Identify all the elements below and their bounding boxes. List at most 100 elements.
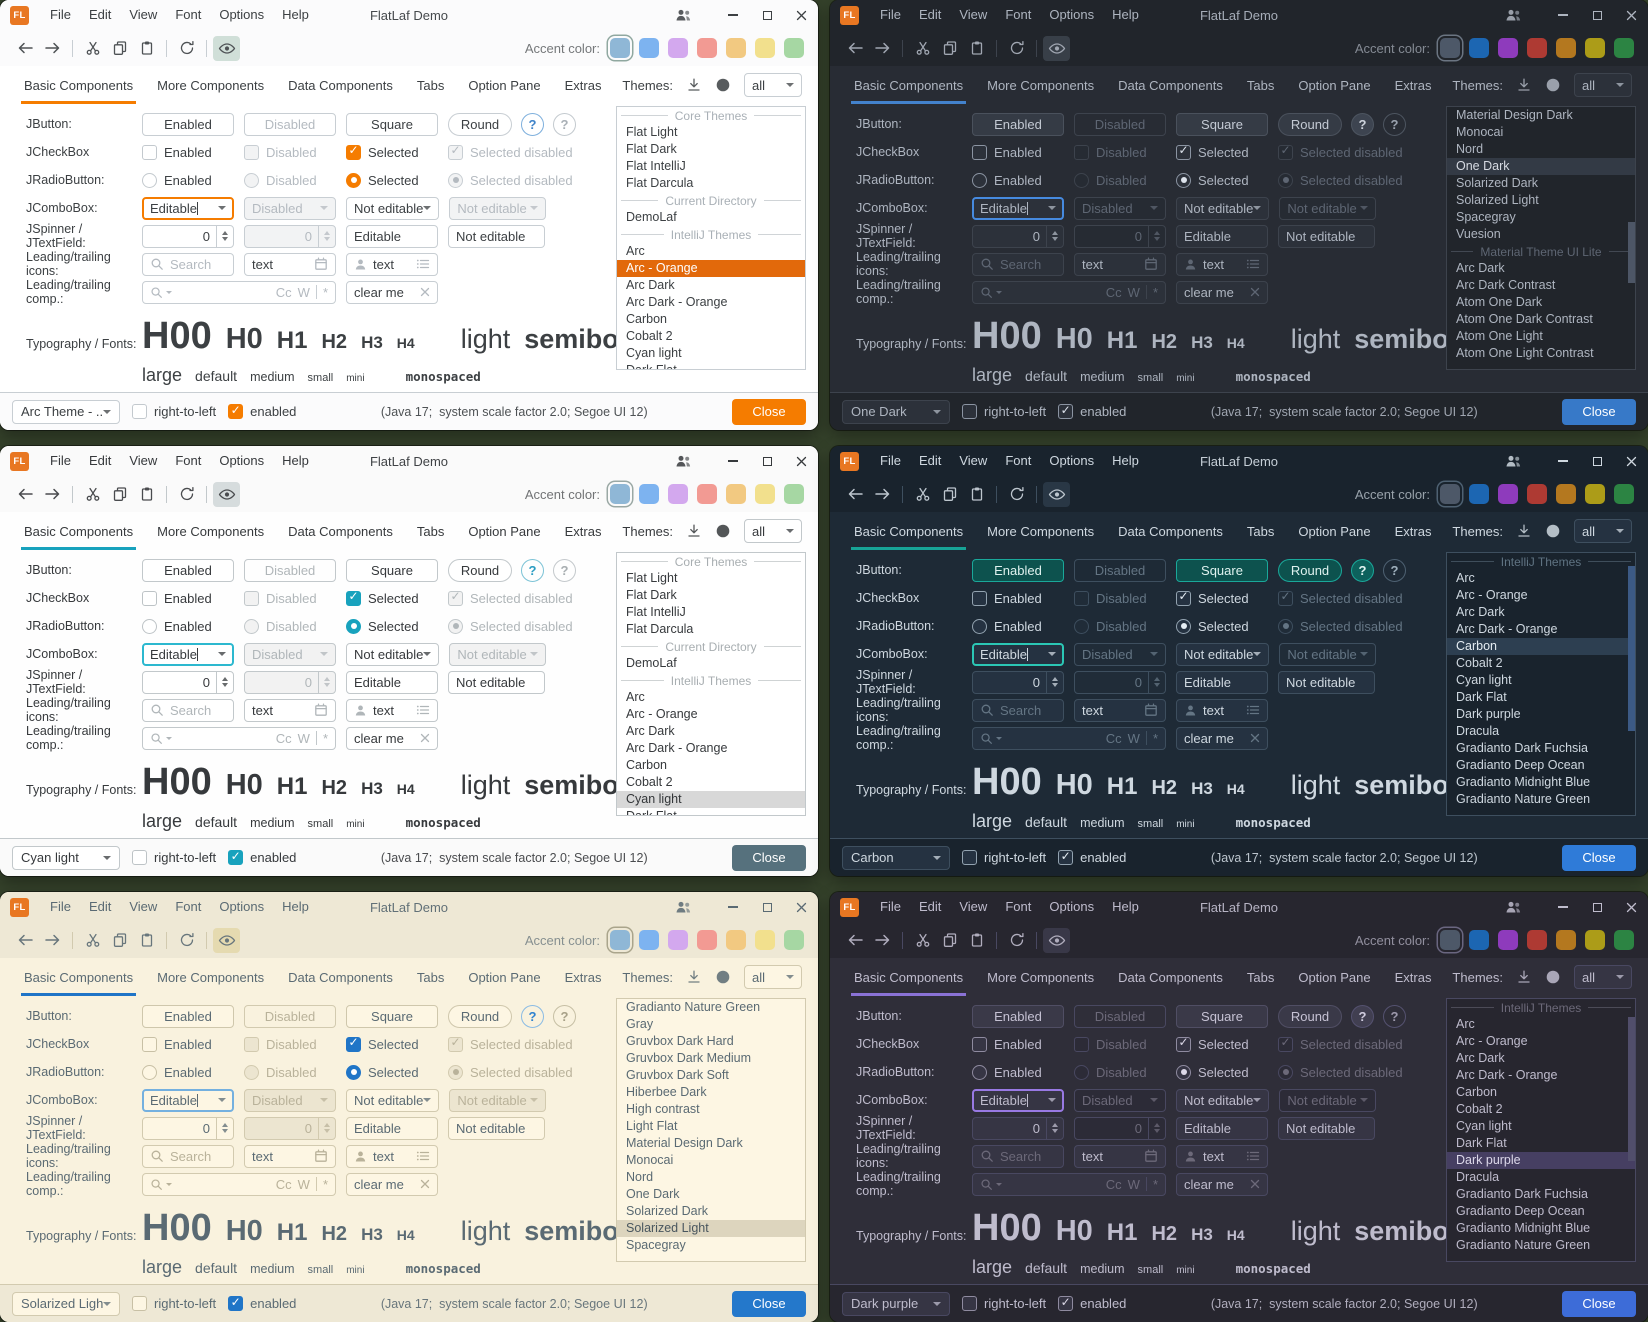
theme-list-item[interactable]: Light Flat — [626, 1119, 678, 1133]
theme-list-item[interactable]: Monocai — [626, 1153, 674, 1167]
date-input[interactable]: text — [1074, 252, 1166, 276]
tab-tabs[interactable]: Tabs — [1246, 523, 1275, 539]
titlebar[interactable]: FL File Edit View Font Options Help Flat… — [830, 0, 1648, 30]
theme-list-item[interactable]: Arc Dark - Orange — [626, 295, 728, 309]
clearable-input[interactable]: clear me — [346, 1172, 438, 1196]
match-case-button[interactable]: Cc — [1105, 1176, 1122, 1192]
accent-swatch-5[interactable] — [1556, 38, 1576, 58]
accent-swatch-5[interactable] — [726, 930, 746, 950]
clearable-input[interactable]: clear me — [1176, 726, 1268, 750]
theme-list-item[interactable]: Arc - Orange — [1456, 1034, 1528, 1048]
tab-basic-components[interactable]: Basic Components — [12, 67, 145, 104]
theme-list-item[interactable]: Dracula — [1456, 1170, 1500, 1184]
paste-button[interactable] — [963, 482, 990, 507]
match-case-button[interactable]: Cc — [275, 284, 292, 300]
theme-list-item[interactable]: Arc - Orange — [626, 707, 698, 721]
theme-list-item[interactable]: Atom One Light — [1456, 329, 1543, 343]
enabled-checkbox[interactable]: enabled — [1058, 403, 1126, 419]
theme-list-item[interactable]: Arc Dark — [1456, 1051, 1505, 1065]
theme-list-item[interactable]: Cyan light — [617, 791, 805, 808]
titlebar[interactable]: FL File Edit View Font Options Help Flat… — [0, 446, 818, 476]
user-input[interactable]: text — [346, 698, 438, 722]
menu-view[interactable]: View — [959, 453, 988, 468]
accent-swatch-1[interactable] — [1440, 930, 1460, 950]
show-hidden-toggle[interactable] — [1043, 35, 1070, 61]
spinner[interactable]: 0 — [972, 670, 1064, 694]
accent-swatch-6[interactable] — [755, 38, 775, 58]
regex-button[interactable]: * — [1152, 730, 1158, 746]
theme-list-item[interactable]: Gray — [626, 1017, 654, 1031]
match-case-button[interactable]: Cc — [275, 730, 292, 746]
maximize-button[interactable] — [750, 446, 784, 476]
theme-list-item[interactable]: Dracula — [1456, 724, 1500, 738]
checkbox-enabled[interactable] — [972, 590, 987, 606]
theme-list-item[interactable]: Nord — [1456, 142, 1484, 156]
search-with-options-input[interactable]: Cc W * — [972, 1172, 1166, 1196]
theme-list-item[interactable]: Atom One Dark Contrast — [1456, 312, 1593, 326]
tab-data-components[interactable]: Data Components — [288, 969, 393, 985]
square-button[interactable]: Square — [1176, 1004, 1268, 1028]
menu-file[interactable]: File — [880, 899, 901, 914]
theme-list-item[interactable]: One Dark — [1447, 158, 1635, 175]
users-icon[interactable] — [1505, 900, 1522, 914]
textfield-not-editable[interactable]: Not editable — [448, 1116, 545, 1140]
theme-list-item[interactable]: Flat Dark — [626, 588, 677, 602]
search-icon[interactable] — [150, 1178, 163, 1191]
menu-options[interactable]: Options — [1049, 453, 1095, 468]
textfield-editable[interactable]: Editable — [1176, 1116, 1268, 1140]
menu-font[interactable]: Font — [175, 453, 202, 468]
cut-button[interactable] — [909, 928, 936, 953]
refresh-button[interactable] — [173, 482, 200, 507]
date-input[interactable]: text — [244, 252, 336, 276]
theme-list-item[interactable]: Spacegray — [1456, 210, 1516, 224]
clearable-input[interactable]: clear me — [346, 280, 438, 304]
tab-tabs[interactable]: Tabs — [416, 77, 445, 93]
theme-list-item[interactable]: Carbon — [626, 758, 667, 772]
radio-enabled[interactable] — [142, 618, 157, 634]
search-with-options-input[interactable]: Cc W * — [142, 726, 336, 750]
menu-view[interactable]: View — [129, 7, 158, 22]
themes-list[interactable]: Material Design Dark Monocai Nord One Dark S… — [1446, 106, 1636, 370]
back-button[interactable] — [12, 482, 39, 507]
theme-list-item[interactable]: DemoLaf — [626, 210, 677, 224]
menu-file[interactable]: File — [50, 7, 71, 22]
maximize-button[interactable] — [750, 0, 784, 30]
whole-words-button[interactable]: W — [297, 284, 310, 300]
search-input[interactable]: Search — [142, 252, 234, 276]
regex-button[interactable]: * — [322, 284, 328, 300]
github-icon[interactable] — [715, 77, 731, 93]
show-hidden-toggle[interactable] — [213, 35, 240, 61]
tab-more-components[interactable]: More Components — [157, 77, 265, 93]
checkbox-enabled[interactable] — [142, 144, 157, 160]
enabled-button[interactable]: Enabled — [142, 112, 234, 136]
checkbox[interactable] — [132, 850, 147, 865]
themes-list[interactable]: Core Themes Flat Light Flat Dark Flat Intel… — [616, 106, 806, 370]
theme-list-item[interactable]: Flat IntelliJ — [626, 605, 686, 619]
menu-font[interactable]: Font — [1005, 453, 1032, 468]
checkbox[interactable] — [132, 404, 147, 419]
themes-list[interactable]: IntelliJ Themes Arc Arc - Orange Arc Dark Ar… — [1446, 552, 1636, 816]
regex-button[interactable]: * — [1152, 284, 1158, 300]
theme-list-item[interactable]: Solarized Dark — [1456, 176, 1538, 190]
github-icon[interactable] — [1545, 523, 1561, 539]
close-button[interactable]: Close — [732, 1290, 806, 1317]
scrollbar-thumb[interactable] — [1628, 1017, 1635, 1162]
spinner-arrows[interactable] — [216, 225, 233, 247]
show-hidden-toggle[interactable] — [213, 927, 240, 953]
minimize-button[interactable] — [1546, 0, 1580, 30]
right-to-left-checkbox[interactable]: right-to-left — [962, 850, 1046, 865]
tab-data-components[interactable]: Data Components — [1118, 523, 1223, 539]
back-button[interactable] — [12, 928, 39, 953]
accent-swatch-7[interactable] — [784, 38, 804, 58]
paste-button[interactable] — [133, 36, 160, 61]
accent-swatch-2[interactable] — [639, 484, 659, 504]
tab-extras[interactable]: Extras — [564, 523, 602, 539]
theme-list-item[interactable]: Flat IntelliJ — [626, 159, 686, 173]
accent-swatch-3[interactable] — [1498, 38, 1518, 58]
accent-swatch-1[interactable] — [1440, 38, 1460, 58]
theme-list-item[interactable]: Arc Dark — [626, 278, 675, 292]
checkbox-selected[interactable] — [1176, 589, 1191, 606]
tab-tabs[interactable]: Tabs — [416, 523, 445, 539]
theme-combo[interactable]: One Dark — [842, 399, 950, 424]
right-to-left-checkbox[interactable]: right-to-left — [132, 850, 216, 865]
